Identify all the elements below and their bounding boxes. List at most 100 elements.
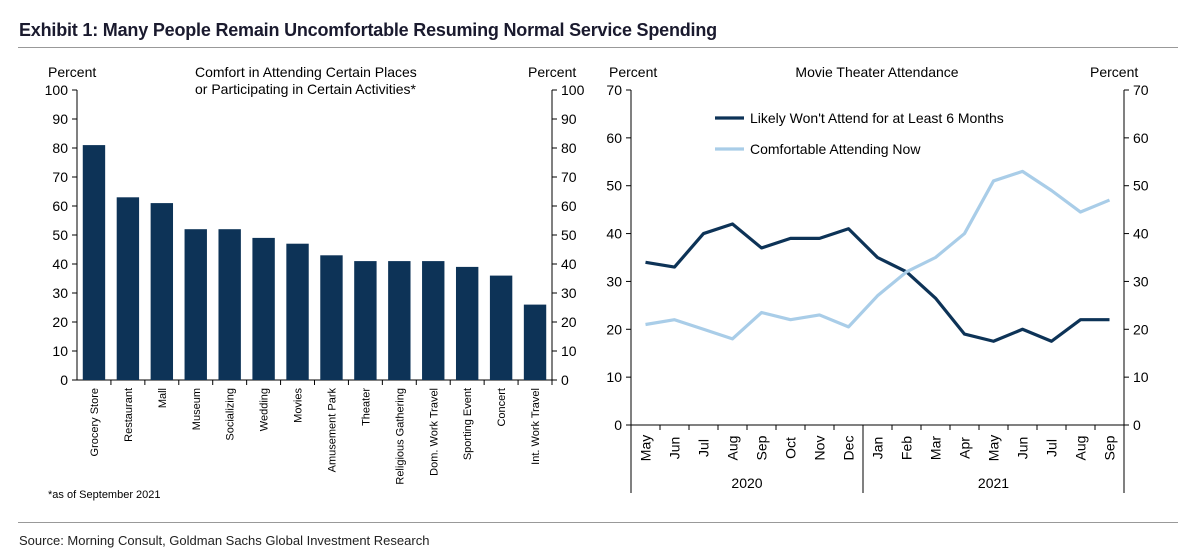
bar-ytick-label-right: 40 [561,256,577,272]
line-ytick-label-right: 60 [1133,130,1149,146]
bar-category-label: Religious Gathering [394,388,406,485]
bar-chart-title-line1: Comfort in Attending Certain Places [195,64,417,80]
bar-ytick-label-right: 90 [561,111,577,127]
exhibit-title: Exhibit 1: Many People Remain Uncomforta… [19,20,717,40]
line-month-label: Apr [957,437,973,459]
line-month-label: Aug [725,436,741,461]
bar-ytick-label-left: 80 [52,140,68,156]
line-ylabel-right: Percent [1090,64,1138,80]
bar-int-work-travel [523,304,547,380]
line-ytick-label-left: 50 [606,178,622,194]
bar-ytick-label-right: 20 [561,314,577,330]
line-ytick-label-left: 40 [606,226,622,242]
line-month-label: Jul [1044,439,1060,457]
bar-ytick-label-right: 100 [561,82,585,98]
bar-restaurant [116,197,140,380]
bar-ylabel-right: Percent [528,64,576,80]
bar-ytick-label-right: 10 [561,343,577,359]
line-month-label: Sep [1102,435,1118,460]
line-ytick-label-left: 20 [606,321,622,337]
bar-museum [184,229,207,380]
line-month-label: Jun [1015,437,1031,460]
bar-wedding [252,237,275,380]
bar-ylabel-left: Percent [48,64,96,80]
bar-ytick-label-right: 80 [561,140,577,156]
line-ylabel-left: Percent [609,64,657,80]
line-month-label: Jul [696,439,712,457]
line-month-label: Sep [754,435,770,460]
line-month-label: Oct [783,437,799,459]
legend-label-wont-attend: Likely Won't Attend for at Least 6 Month… [750,110,1004,126]
bar-category-label: Amusement Park [326,388,338,473]
line-month-label: Jun [667,437,683,460]
bar-category-label: Wedding [259,388,271,431]
bar-category-label: Mall [157,388,169,408]
bar-mall [150,203,174,380]
bar-sporting-event [455,266,479,380]
bar-ytick-label-left: 10 [52,343,68,359]
top-divider [18,47,1178,48]
line-ytick-label-left: 70 [606,82,622,98]
bar-amusement-park [320,255,343,380]
line-ytick-label-right: 40 [1133,226,1149,242]
bar-chart-title-line2: or Participating in Certain Activities* [195,81,417,97]
bar-concert [489,275,513,380]
series-line-comfortable [645,169,1111,341]
bar-category-label: Grocery Store [89,388,101,456]
bar-footnote: *as of September 2021 [48,489,161,501]
bar-category-label: Concert [496,388,508,427]
line-ytick-label-left: 30 [606,273,622,289]
line-month-label: Jan [870,437,886,460]
line-month-label: Dec [841,436,857,461]
series-line-wont-attend [645,222,1110,343]
line-ytick-label-left: 0 [614,417,622,433]
bar-ytick-label-left: 20 [52,314,68,330]
bar-ytick-label-right: 30 [561,285,577,301]
bar-ytick-label-left: 40 [52,256,68,272]
bar-chart: Percent Percent Comfort in Attending Cer… [45,64,585,501]
line-month-label: Aug [1073,436,1089,461]
line-ytick-label-right: 30 [1133,273,1149,289]
bar-religious-gathering [388,261,411,380]
bar-theater [354,261,377,380]
bar-ytick-label-left: 0 [60,372,68,388]
bar-category-label: Dom. Work Travel [428,388,440,476]
line-ytick-label-right: 70 [1133,82,1149,98]
bar-category-label: Socializing [225,388,237,441]
bar-movies [286,243,309,380]
bar-ytick-label-right: 60 [561,198,577,214]
year-label: 2020 [731,475,762,491]
line-month-label: Mar [928,436,944,460]
line-month-label: May [986,435,1002,461]
line-month-label: Feb [899,436,915,460]
line-chart-title: Movie Theater Attendance [795,64,958,80]
bar-category-label: Int. Work Travel [530,388,542,465]
line-month-label: May [638,435,654,461]
line-ytick-label-right: 10 [1133,369,1149,385]
bar-ytick-label-right: 50 [561,227,577,243]
line-month-label: Nov [812,436,828,461]
bar-ytick-label-right: 0 [561,372,569,388]
legend-label-comfortable: Comfortable Attending Now [750,141,921,157]
source-note: Source: Morning Consult, Goldman Sachs G… [19,533,430,548]
bar-category-label: Sporting Event [462,388,474,460]
bar-ytick-label-left: 70 [52,169,68,185]
line-ytick-label-right: 0 [1133,417,1141,433]
bar-category-label: Restaurant [123,388,135,442]
bar-ytick-label-right: 70 [561,169,577,185]
bar-dom-work-travel [422,261,445,380]
bar-category-label: Museum [191,388,203,430]
bar-ytick-label-left: 30 [52,285,68,301]
bar-category-label: Theater [360,388,372,426]
line-ytick-label-right: 20 [1133,321,1149,337]
bottom-divider [18,522,1178,523]
line-ytick-label-left: 10 [606,369,622,385]
bar-ytick-label-left: 50 [52,227,68,243]
bar-socializing [218,229,241,380]
line-ytick-label-left: 60 [606,130,622,146]
line-ytick-label-right: 50 [1133,178,1149,194]
bar-ytick-label-left: 60 [52,198,68,214]
bar-ytick-label-left: 90 [52,111,68,127]
bar-ytick-label-left: 100 [45,82,69,98]
year-label: 2021 [978,475,1009,491]
